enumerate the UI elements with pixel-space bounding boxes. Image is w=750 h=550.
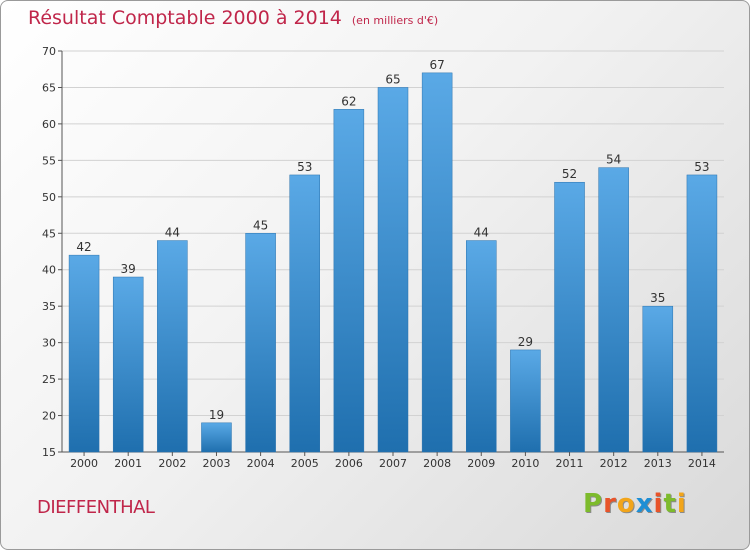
x-tick-label-2011: 2011 (556, 457, 584, 470)
x-tick-label-2012: 2012 (600, 457, 628, 470)
y-tick-label: 40 (42, 264, 56, 277)
y-tick-label: 15 (42, 446, 56, 459)
data-label-2012: 54 (606, 153, 621, 167)
proxiti-logo: Proxiti (583, 489, 687, 519)
data-label-2003: 19 (209, 408, 224, 422)
logo-letter: r (603, 489, 617, 519)
bar-2008 (421, 72, 453, 453)
x-tick-label-2010: 2010 (511, 457, 539, 470)
y-tick-label: 50 (42, 191, 56, 204)
data-label-2010: 29 (518, 335, 533, 349)
data-label-2006: 62 (341, 94, 356, 108)
bar-2014 (686, 174, 718, 453)
data-label-2002: 44 (165, 226, 180, 240)
logo-letter: t (663, 489, 677, 519)
title-row: Résultat Comptable 2000 à 2014 (en millie… (28, 7, 438, 29)
data-label-2005: 53 (297, 160, 312, 174)
bar-2007 (377, 87, 409, 453)
data-label-2004: 45 (253, 218, 268, 232)
data-label-2014: 53 (694, 160, 709, 174)
bar-2010 (510, 349, 541, 453)
x-tick-label-2006: 2006 (335, 457, 363, 470)
data-label-2013: 35 (650, 291, 665, 305)
x-tick-label-2002: 2002 (158, 457, 186, 470)
x-tick-labels: 2000 2001 2002 2003 2004 2005 2006 2007 2008 2009… (70, 452, 716, 470)
logo-letter: P (583, 489, 604, 519)
bar-2002 (157, 240, 188, 453)
y-tick-label: 35 (42, 300, 56, 313)
x-tick-label-2008: 2008 (423, 457, 451, 470)
x-tick-label-2001: 2001 (114, 457, 142, 470)
y-tick-labels: 15 20 25 30 35 40 45 50 55 60 65 70 (42, 45, 62, 459)
bar-2013 (642, 305, 674, 453)
bar-2006 (333, 109, 365, 453)
x-tick-label-2003: 2003 (202, 457, 230, 470)
bar-2011 (554, 181, 585, 453)
x-tick-label-2013: 2013 (644, 457, 672, 470)
bar-2009 (466, 240, 497, 453)
x-tick-label-2007: 2007 (379, 457, 407, 470)
x-tick-label-2005: 2005 (291, 457, 319, 470)
data-label-2008: 67 (429, 58, 444, 72)
bar-2000 (68, 254, 100, 453)
chart-title: Résultat Comptable 2000 à 2014 (28, 7, 342, 29)
x-tick-label-2014: 2014 (688, 457, 716, 470)
data-labels: 42 39 44 19 45 53 62 65 67 44 29 52 54 35 53 (76, 58, 709, 422)
chart-subtitle: (en milliers d'€) (351, 14, 439, 27)
y-tick-label: 60 (42, 118, 56, 131)
logo-letter: x (635, 489, 654, 519)
x-tick-label-2000: 2000 (70, 457, 98, 470)
logo-letter: i (653, 489, 664, 519)
logo-letter: o (616, 489, 636, 519)
y-tick-label: 25 (42, 373, 56, 386)
bars (68, 72, 718, 453)
x-tick-label-2004: 2004 (247, 457, 275, 470)
data-label-2000: 42 (76, 240, 91, 254)
data-label-2009: 44 (474, 226, 489, 240)
logo-letter: i (676, 489, 687, 519)
y-tick-label: 20 (42, 410, 56, 423)
data-label-2001: 39 (121, 262, 136, 276)
bar-2004 (245, 233, 276, 453)
bar-2012 (598, 167, 629, 453)
data-label-2007: 65 (385, 72, 400, 86)
data-label-2011: 52 (562, 167, 577, 181)
y-tick-label: 30 (42, 337, 56, 350)
y-tick-label: 55 (42, 154, 56, 167)
x-tick-label-2009: 2009 (467, 457, 495, 470)
city-name: DIEFFENTHAL (37, 497, 155, 518)
y-tick-label: 70 (42, 45, 56, 58)
y-tick-label: 45 (42, 227, 56, 240)
bar-2001 (112, 276, 144, 453)
bar-2003 (201, 422, 232, 453)
bar-2005 (289, 174, 320, 453)
y-tick-label: 65 (42, 81, 56, 94)
